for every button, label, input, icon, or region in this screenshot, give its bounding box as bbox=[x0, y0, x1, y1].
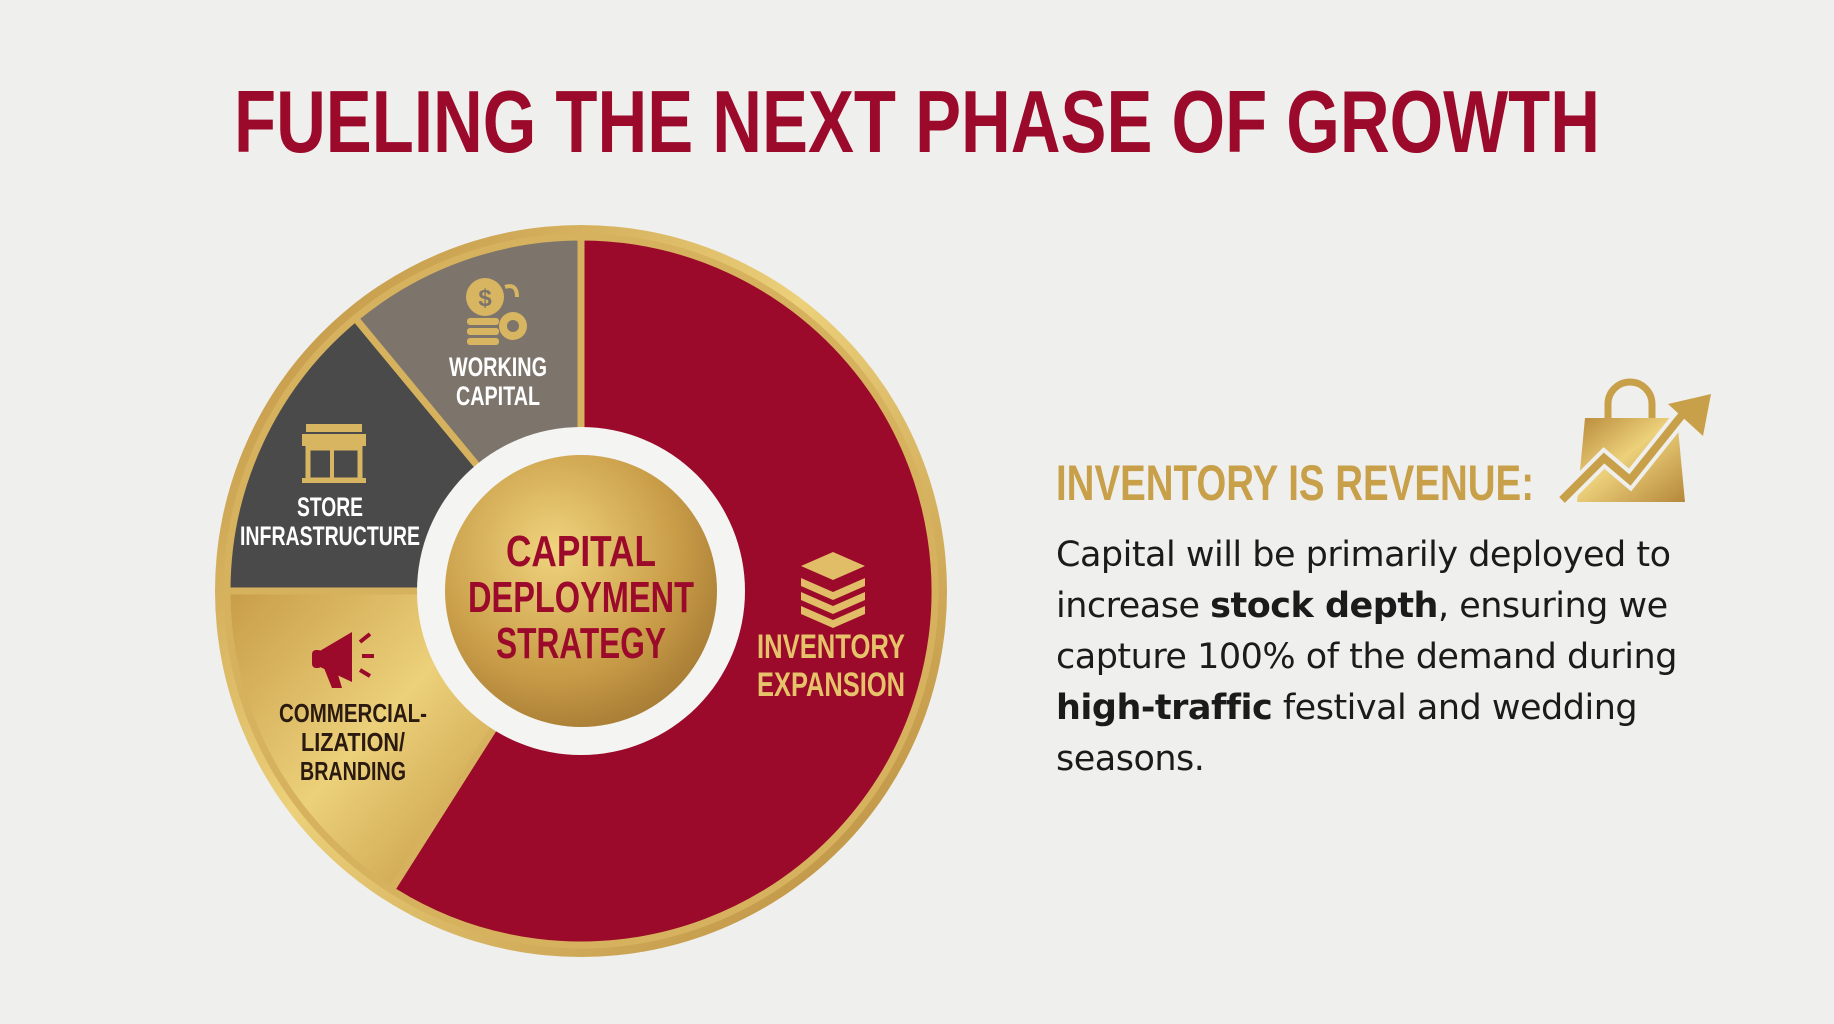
callout-text-part: Capital will be primarily deployed to in… bbox=[1056, 535, 1671, 626]
svg-text:COMMERCIAL-: COMMERCIAL- bbox=[279, 698, 427, 728]
svg-text:$: $ bbox=[478, 285, 492, 312]
coins-gear-icon: $ bbox=[466, 278, 527, 345]
segment-label-inventory-expansion: INVENTORY EXPANSION bbox=[757, 552, 905, 704]
callout-bold-stock-depth: stock depth bbox=[1210, 586, 1438, 626]
stacked-layers-icon bbox=[801, 552, 865, 628]
center-label-line: CAPITAL bbox=[506, 527, 656, 576]
callout-heading: INVENTORY IS REVENUE: bbox=[1056, 455, 1534, 511]
shopping-bag-growth-icon bbox=[1556, 378, 1711, 506]
capital-deployment-donut: CAPITAL DEPLOYMENT STRATEGY $ WORKING CA… bbox=[215, 225, 947, 957]
svg-text:CAPITAL: CAPITAL bbox=[456, 381, 540, 411]
center-label-line: STRATEGY bbox=[496, 619, 666, 668]
segment-label-commercialization-branding: COMMERCIAL- LIZATION/ BRANDING bbox=[279, 632, 427, 786]
callout-bold-high-traffic: high-traffic bbox=[1056, 688, 1273, 728]
svg-text:STORE: STORE bbox=[297, 492, 363, 522]
svg-text:BRANDING: BRANDING bbox=[300, 756, 406, 786]
svg-text:INFRASTRUCTURE: INFRASTRUCTURE bbox=[240, 521, 420, 551]
svg-text:WORKING: WORKING bbox=[449, 352, 547, 382]
megaphone-icon bbox=[312, 632, 374, 688]
callout-text-part: festival and wedding seasons. bbox=[1056, 688, 1638, 779]
center-label-line: DEPLOYMENT bbox=[468, 573, 694, 622]
svg-text:INVENTORY: INVENTORY bbox=[757, 628, 905, 666]
storefront-icon bbox=[302, 424, 366, 483]
svg-text:LIZATION/: LIZATION/ bbox=[301, 727, 405, 757]
center-disc bbox=[445, 455, 717, 727]
page-title: FUELING THE NEXT PHASE OF GROWTH bbox=[234, 72, 1600, 171]
callout-text-part: , ensuring we capture 100% of the demand… bbox=[1056, 586, 1677, 677]
callout-text: Capital will be primarily deployed to in… bbox=[1056, 530, 1736, 785]
segment-label-working-capital: $ WORKING CAPITAL bbox=[449, 278, 547, 411]
segment-label-store-infrastructure: STORE INFRASTRUCTURE bbox=[240, 424, 420, 551]
svg-text:EXPANSION: EXPANSION bbox=[757, 666, 905, 704]
